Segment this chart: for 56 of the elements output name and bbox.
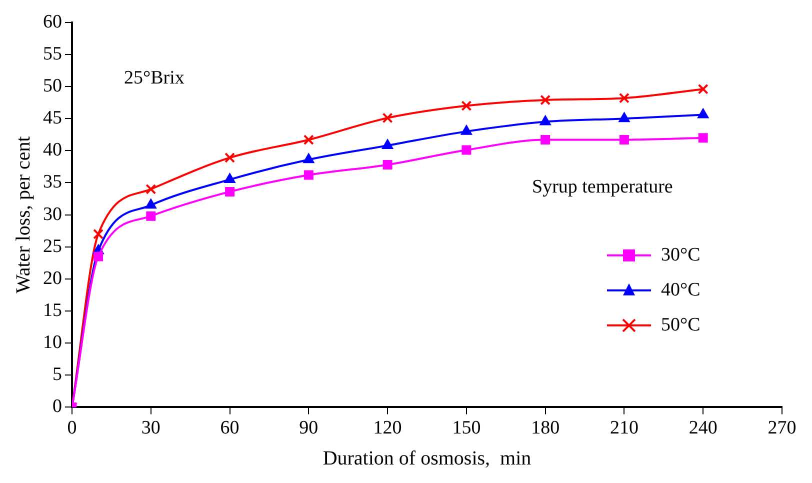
point xyxy=(540,115,552,126)
y-tick-label: 10 xyxy=(43,332,62,354)
y-tick-label: 60 xyxy=(43,11,62,32)
point xyxy=(304,170,314,180)
point xyxy=(540,135,550,145)
point xyxy=(225,186,235,196)
point xyxy=(697,108,709,118)
annotation: 25°Brix xyxy=(124,67,185,88)
point xyxy=(302,153,314,164)
x-tick-label: 90 xyxy=(299,418,318,439)
y-tick-label: 55 xyxy=(43,43,62,64)
x-tick-label: 60 xyxy=(220,418,240,439)
point xyxy=(462,145,472,155)
y-tick-label: 25 xyxy=(43,236,62,257)
point xyxy=(382,160,392,170)
point xyxy=(94,252,104,262)
y-tick-label: 45 xyxy=(43,108,62,129)
point xyxy=(224,173,236,184)
point xyxy=(619,135,629,145)
y-tick-label: 30 xyxy=(43,204,62,225)
x-tick-label: 150 xyxy=(452,418,481,439)
x-tick-label: 180 xyxy=(531,418,560,439)
y-tick-label: 50 xyxy=(43,76,62,97)
y-axis-title: Water loss, per cent xyxy=(12,136,34,294)
x-tick-label: 240 xyxy=(688,418,718,439)
point xyxy=(618,92,630,104)
x-tick-label: 0 xyxy=(67,418,77,439)
point xyxy=(145,198,157,209)
legend-label: 50°C xyxy=(661,314,700,336)
y-tick-label: 0 xyxy=(52,396,62,418)
x-tick-label: 210 xyxy=(610,418,638,439)
legend-title: Syrup temperature xyxy=(532,176,673,198)
point xyxy=(382,139,394,150)
point xyxy=(698,133,708,143)
point xyxy=(224,152,236,163)
x-axis-title: Duration of osmosis, min xyxy=(322,447,532,470)
y-tick-label: 40 xyxy=(43,140,62,161)
point xyxy=(460,124,472,135)
point xyxy=(618,112,630,122)
legend-label: 40°C xyxy=(661,279,700,300)
x-tick-label: 270 xyxy=(768,418,796,439)
point xyxy=(382,112,393,124)
y-tick-label: 5 xyxy=(52,364,62,386)
point xyxy=(540,94,551,106)
y-tick-label: 35 xyxy=(43,172,62,193)
y-tick-label: 20 xyxy=(43,268,62,289)
point xyxy=(461,100,472,112)
point xyxy=(93,228,104,240)
point xyxy=(698,84,708,94)
y-tick-label: 15 xyxy=(43,300,62,321)
point xyxy=(146,184,156,194)
x-tick-label: 30 xyxy=(141,418,160,439)
point xyxy=(146,211,156,221)
legend-label: 30°C xyxy=(661,244,700,266)
point xyxy=(303,134,314,146)
x-tick-label: 120 xyxy=(373,418,402,439)
